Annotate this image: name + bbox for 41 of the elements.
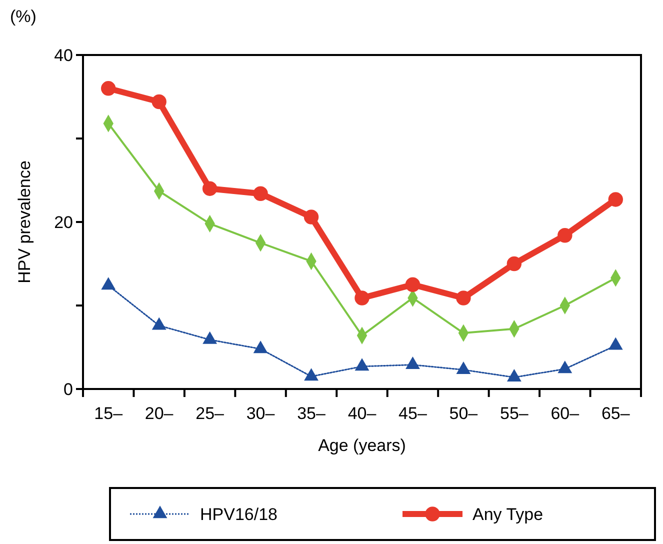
- point: [152, 317, 166, 330]
- point: [253, 340, 268, 354]
- y-tick-label: 0: [64, 380, 73, 399]
- point: [101, 277, 116, 290]
- x-tick-label: 65–: [601, 404, 630, 423]
- point: [558, 360, 572, 374]
- point: [608, 337, 623, 350]
- point: [456, 290, 471, 306]
- point: [608, 192, 623, 207]
- point: [152, 94, 166, 110]
- legend-label: HPV16/18: [200, 504, 278, 524]
- point: [558, 228, 572, 243]
- x-tick-label: 40–: [348, 404, 377, 423]
- point: [506, 368, 522, 382]
- x-axis-title: Age (years): [318, 436, 406, 455]
- y-tick-label: 40: [54, 46, 73, 65]
- point: [354, 358, 370, 371]
- x-tick-label: 60–: [550, 404, 580, 423]
- point: [253, 186, 268, 201]
- x-tick-label: 15–: [94, 404, 124, 423]
- y-tick-label: 20: [54, 212, 73, 232]
- x-tick-label: 45–: [398, 404, 428, 423]
- point: [506, 256, 522, 272]
- x-tick-label: 35–: [297, 404, 326, 423]
- point: [406, 356, 420, 369]
- y-axis-title: HPV prevalence: [15, 160, 34, 284]
- point: [354, 290, 370, 306]
- x-tick-label: 50–: [449, 404, 478, 423]
- x-tick-label: 30–: [246, 404, 276, 423]
- point: [202, 331, 218, 344]
- text: (%): [10, 7, 36, 26]
- point: [405, 277, 420, 292]
- legend-label: Any Type: [472, 504, 544, 524]
- x-tick-label: 20–: [144, 404, 174, 423]
- point: [304, 210, 319, 224]
- point: [456, 361, 471, 374]
- x-tick-label: 55–: [500, 404, 529, 423]
- point: [202, 181, 218, 196]
- point: [101, 81, 116, 96]
- x-tick-label: 25–: [196, 404, 225, 423]
- point: [304, 368, 318, 381]
